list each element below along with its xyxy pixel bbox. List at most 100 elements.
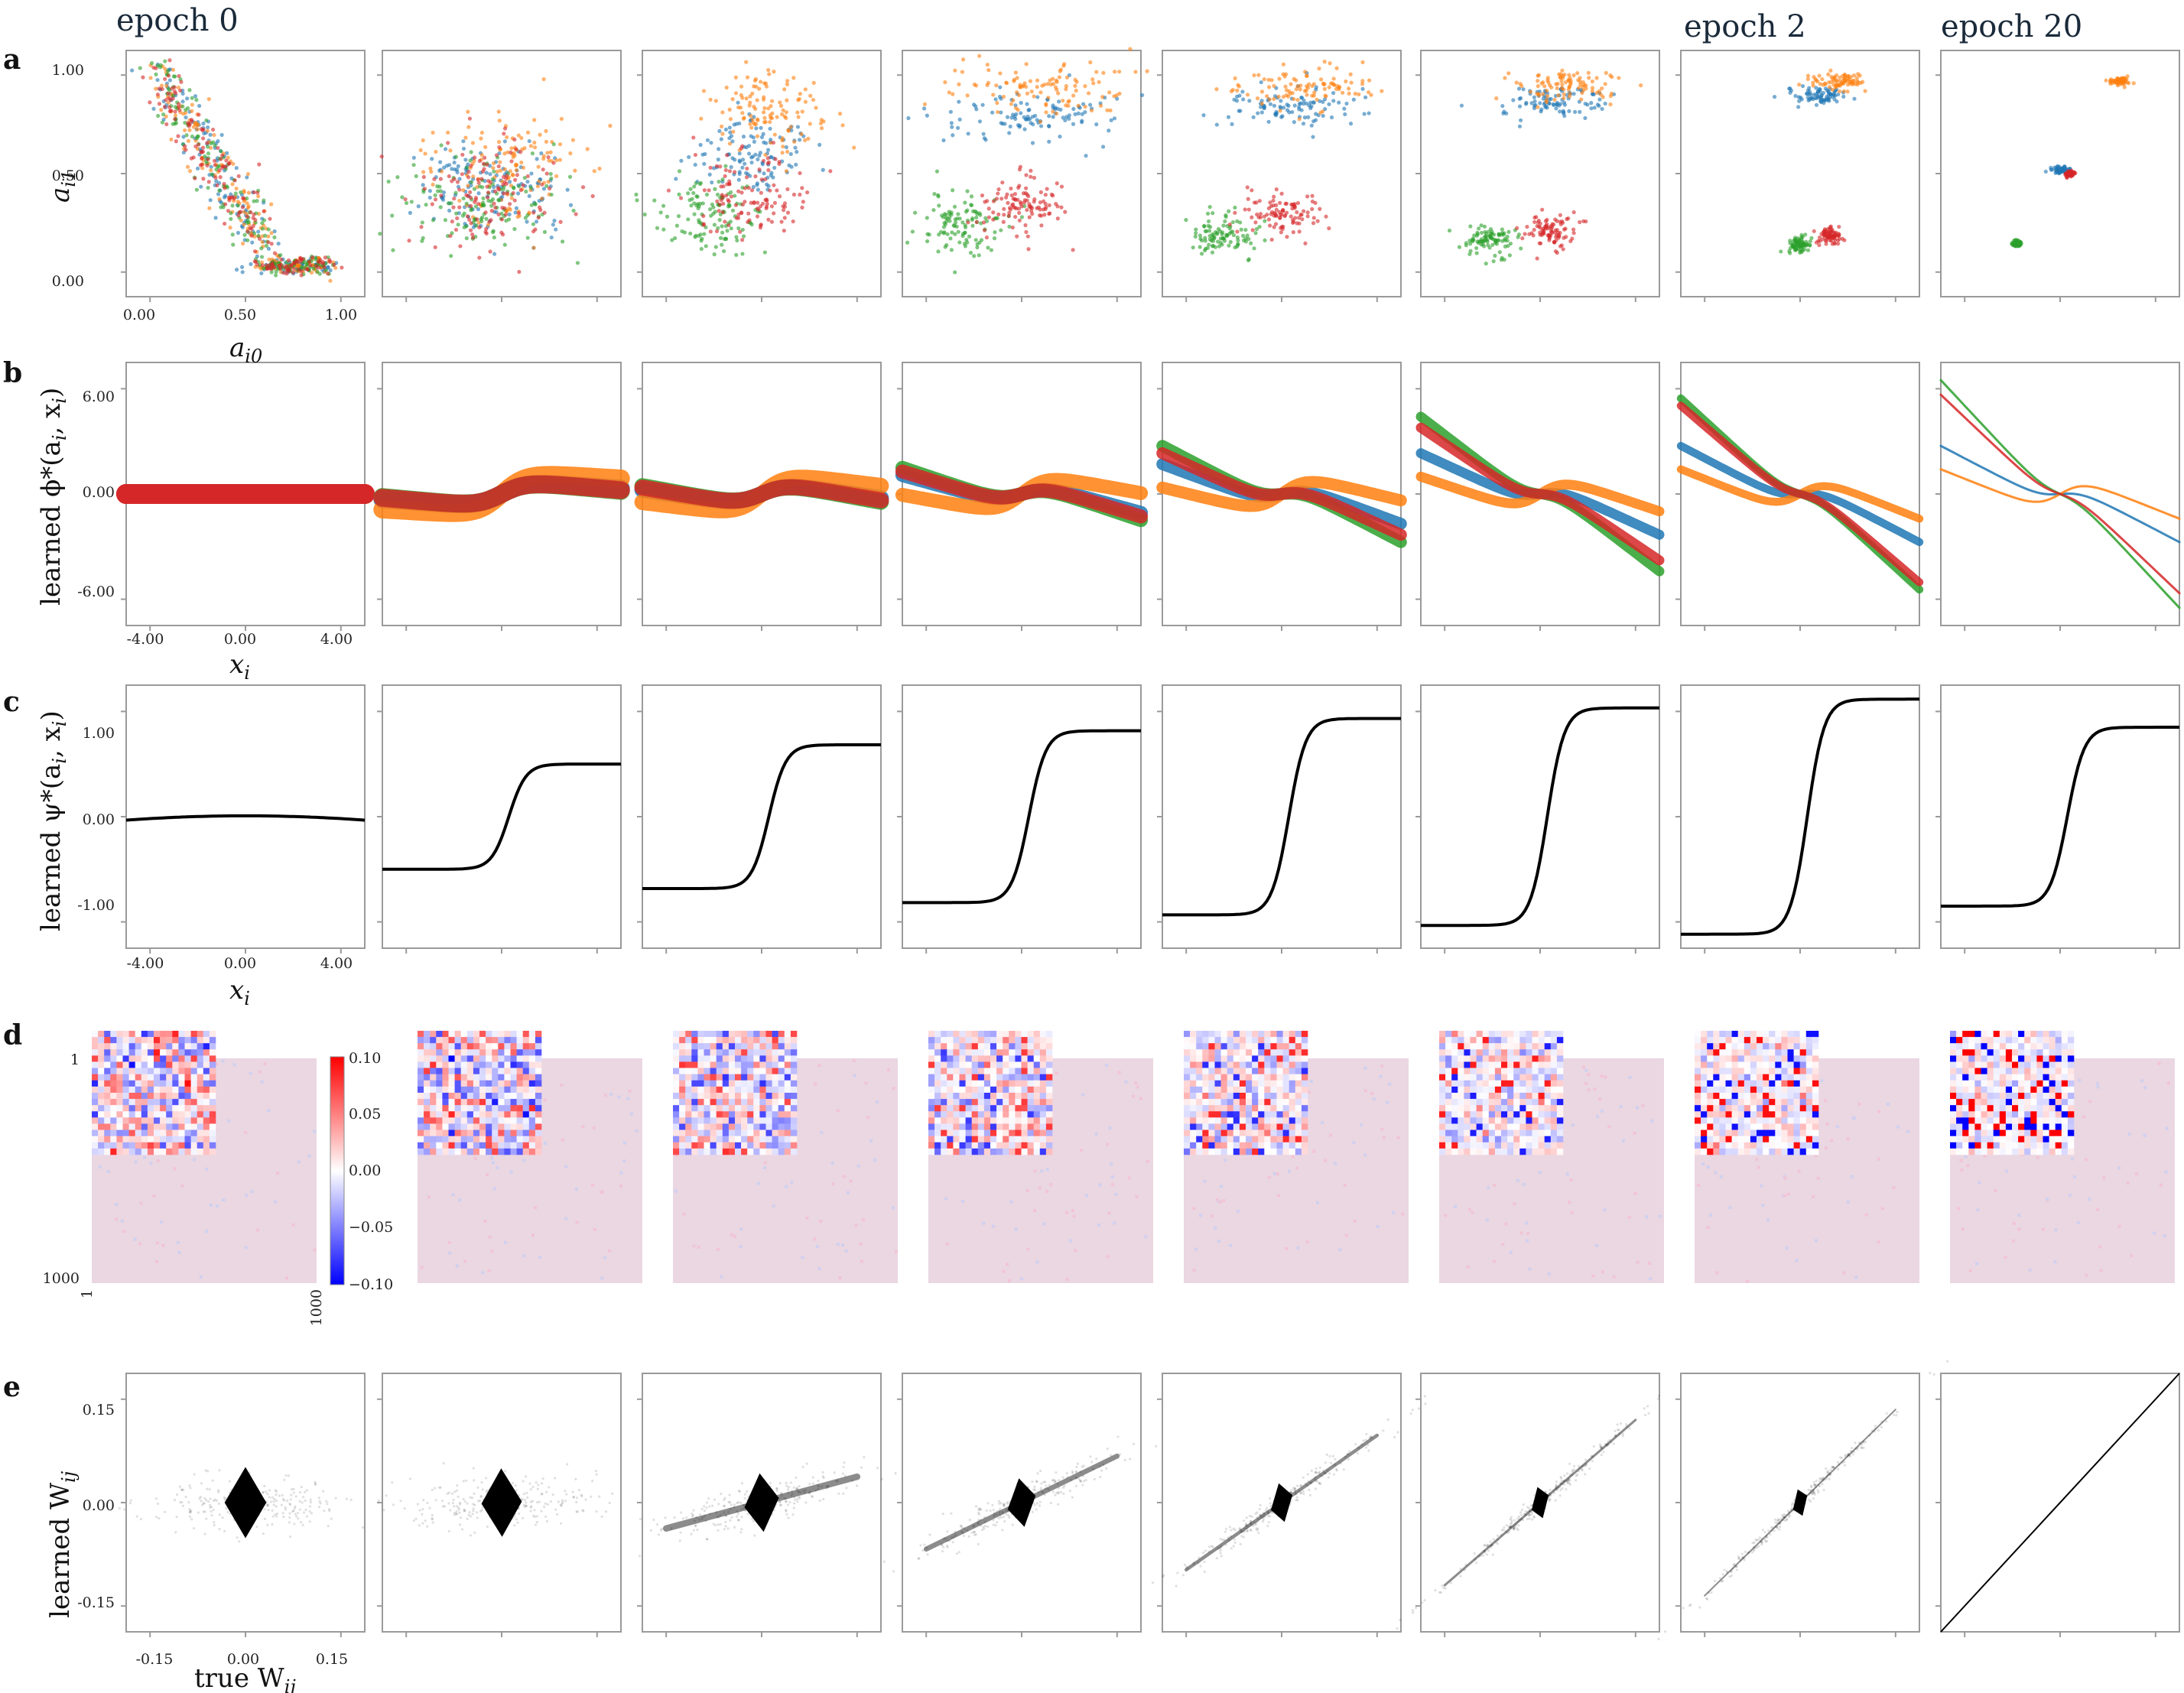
a-scatter-point	[304, 267, 309, 271]
d-inset-cell	[430, 1129, 437, 1136]
d-inset-cell	[178, 1055, 185, 1062]
a-scatter-point	[1537, 241, 1542, 245]
d-inset-cell	[166, 1080, 173, 1087]
a-scatter-point	[1015, 90, 1019, 95]
a-scatter-point	[740, 111, 745, 115]
d-inset-cell	[424, 1129, 431, 1136]
a-scatter-point	[1251, 115, 1256, 119]
a-scatter-point	[723, 193, 729, 198]
d-inset-cell	[685, 1049, 692, 1056]
d-inset-cell	[516, 1111, 523, 1118]
d-inset-cell	[110, 1123, 117, 1130]
d-inset-cell	[166, 1093, 173, 1100]
d-inset-cell	[753, 1061, 760, 1068]
a-scatter-point	[1559, 243, 1564, 248]
a-scatter-point	[713, 187, 717, 191]
a-scatter-point	[1592, 106, 1597, 110]
a-scatter-point	[1318, 206, 1322, 211]
a-scatter-point	[752, 104, 756, 109]
a-scatter-point	[1851, 79, 1855, 83]
a-scatter-point	[455, 180, 460, 184]
d-inset-cell	[466, 1055, 474, 1062]
d-inset-cell	[442, 1043, 449, 1050]
a-scatter-point	[173, 117, 177, 122]
a-scatter-point	[1274, 207, 1279, 212]
a-scatter-point	[1253, 220, 1258, 225]
a-scatter-point	[1562, 100, 1567, 105]
a-scatter-point	[1273, 213, 1279, 218]
a-scatter-point	[1306, 115, 1311, 119]
a-scatter-point	[1337, 100, 1341, 105]
d-inset-cell	[747, 1086, 754, 1093]
a-scatter-point	[1315, 97, 1319, 102]
a-scatter-point	[677, 192, 681, 197]
a-scatter-point	[173, 113, 178, 118]
a-scatter-point	[1831, 230, 1836, 235]
d-inset-cell	[759, 1086, 766, 1093]
d-inset-cell	[110, 1129, 117, 1136]
a-scatter-point	[1517, 124, 1523, 128]
a-scatter-point	[1024, 186, 1029, 190]
a-scatter-point	[753, 174, 758, 179]
a-scatter-point	[1019, 100, 1023, 106]
d-heatmap-noise	[720, 1275, 723, 1279]
a-scatter-point	[720, 193, 724, 197]
a-scatter-point	[536, 164, 541, 169]
d-inset-cell	[492, 1099, 499, 1106]
a-scatter-point	[544, 184, 549, 188]
a-scatter-point	[1285, 102, 1289, 107]
a-scatter-point	[1812, 229, 1816, 233]
d-inset-cell	[728, 1105, 736, 1112]
a-scatter-point	[239, 190, 243, 195]
d-inset-cell	[92, 1136, 99, 1143]
epoch-2-label: epoch 2	[1684, 9, 1806, 44]
a-scatter-point	[479, 177, 484, 181]
d-inset-cell	[166, 1105, 173, 1112]
a-scatter-point	[1562, 72, 1567, 77]
a-scatter-point	[726, 204, 731, 209]
d-inset-cell	[716, 1093, 723, 1100]
a-scatter-point	[1535, 223, 1539, 229]
a-scatter-point	[463, 135, 468, 140]
d-inset-cell	[473, 1031, 480, 1038]
a-scatter-point	[200, 149, 206, 154]
a-scatter-point	[1472, 233, 1477, 238]
a-scatter-point	[190, 96, 194, 100]
d-inset-cell	[418, 1136, 424, 1143]
a-scatter-point	[443, 218, 448, 223]
a-scatter-point	[1233, 245, 1237, 250]
a-scatter-point	[1017, 210, 1022, 215]
d-inset-cell	[98, 1111, 105, 1118]
a-scatter-point	[1272, 96, 1276, 101]
a-scatter-point	[1600, 106, 1604, 112]
a-scatter-point	[223, 202, 228, 206]
d-inset-cell	[747, 1105, 754, 1112]
a-scatter-point	[541, 167, 545, 172]
d-inset-cell	[728, 1037, 736, 1044]
a-scatter-point	[1262, 214, 1267, 219]
a-scatter-point	[978, 213, 983, 217]
d-inset-cell	[116, 1099, 123, 1106]
d-inset-cell	[535, 1074, 542, 1081]
d-inset-cell	[710, 1055, 717, 1062]
d-inset-cell	[498, 1129, 505, 1136]
a-scatter-point	[174, 139, 178, 144]
a-scatter-point	[785, 187, 790, 192]
d-inset-cell	[784, 1067, 791, 1074]
d-inset-cell	[522, 1136, 530, 1143]
d-inset-cell	[728, 1061, 736, 1068]
d-inset-cell	[154, 1136, 161, 1143]
a-scatter-point	[509, 159, 514, 164]
a-scatter-point	[762, 140, 766, 145]
d-inset-cell	[190, 1136, 197, 1143]
a-scatter-point	[1055, 204, 1060, 209]
d-inset-cell	[704, 1031, 710, 1038]
a-scatter-point	[1516, 235, 1520, 239]
d-inset-cell	[122, 1055, 129, 1062]
d-inset-cell	[430, 1086, 437, 1093]
d-inset-cell	[454, 1043, 461, 1050]
d-inset-cell	[110, 1037, 117, 1044]
a-scatter-point	[1029, 174, 1033, 179]
a-scatter-point	[1024, 117, 1029, 122]
a-scatter-point	[234, 186, 239, 191]
